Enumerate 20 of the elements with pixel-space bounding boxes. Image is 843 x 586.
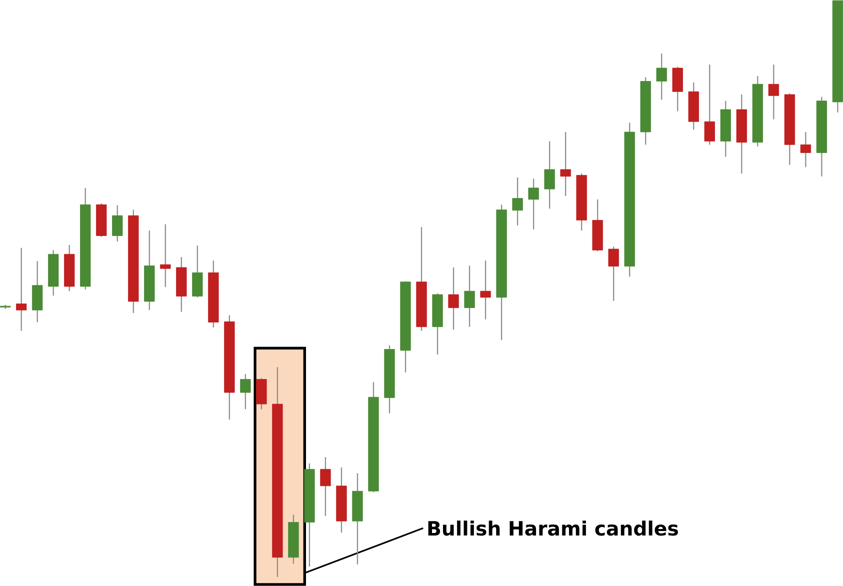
candlestick (448, 266, 459, 330)
candlestick (480, 260, 491, 320)
candlestick (768, 64, 779, 120)
candlestick (192, 245, 203, 298)
candlestick (464, 265, 475, 328)
annotation: Bullish Harami candles (428, 520, 678, 536)
candlestick (544, 140, 555, 210)
candlestick (240, 374, 251, 410)
candlestick (112, 204, 123, 242)
candlestick (608, 246, 619, 302)
candlestick (160, 224, 171, 288)
candlestick (800, 131, 811, 168)
candlestick (528, 178, 539, 230)
candlestick (704, 64, 715, 146)
candlestick (560, 131, 571, 197)
candlestick (672, 66, 683, 112)
candlestick (16, 247, 27, 332)
candlestick (656, 53, 667, 100)
candlestick (512, 177, 523, 226)
candlestick (320, 456, 331, 517)
